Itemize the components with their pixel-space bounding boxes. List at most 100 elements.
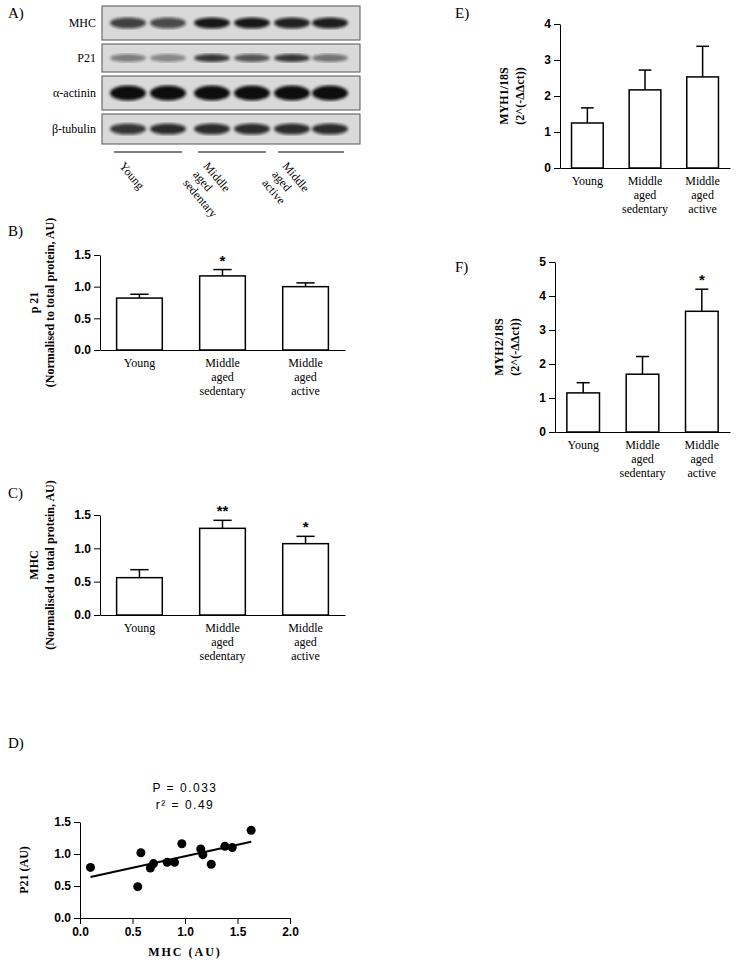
group-label-line: active	[259, 176, 288, 207]
y-axis-title: (2^(-ΔΔct))	[513, 67, 527, 124]
y-tick: 5	[539, 255, 555, 269]
y-tick-label: 0.0	[54, 911, 71, 925]
x-tick-label: Young	[124, 621, 155, 635]
x-tick-label-line: sedentary	[620, 466, 666, 480]
y-axis-title: MYH2/18S	[492, 318, 506, 376]
y-tick-mark	[94, 318, 100, 319]
y-tick: 2	[539, 357, 555, 371]
group-label-line: Young	[116, 159, 147, 192]
bar	[117, 578, 163, 615]
x-tick: 2.0	[282, 918, 299, 939]
bar	[687, 77, 719, 168]
y-tick-label: 0	[539, 425, 546, 439]
blot-row-label: P21	[77, 51, 96, 65]
x-tick-label: Middleagedactive	[288, 356, 323, 398]
panel-label: B)	[8, 223, 23, 240]
x-axis	[561, 168, 731, 169]
blot-band	[110, 54, 146, 62]
error-bar	[639, 70, 652, 90]
scatter-point	[86, 863, 95, 872]
error-bar	[695, 289, 708, 311]
bar	[117, 298, 163, 350]
y-axis: 0.00.51.01.5	[74, 248, 100, 357]
y-tick-mark	[74, 918, 80, 919]
y-tick: 0	[544, 161, 560, 175]
plot-marks	[117, 520, 329, 615]
x-axis	[101, 615, 346, 616]
y-tick-label: 3	[539, 323, 546, 337]
x-tick-label-line: sedentary	[622, 202, 668, 216]
significance-mark: **	[217, 502, 229, 519]
y-tick-mark	[554, 132, 560, 133]
x-tick-label-line: Young	[124, 621, 155, 635]
y-tick: 1	[539, 391, 555, 405]
x-tick-label: Middleagedsedentary	[200, 356, 246, 398]
blot-band	[194, 18, 230, 29]
y-tick: 0.5	[74, 312, 100, 326]
y-tick: 3	[539, 323, 555, 337]
bar	[572, 123, 604, 168]
y-tick-label: 2	[544, 89, 551, 103]
x-axis-line	[101, 615, 346, 616]
y-tick: 0.0	[54, 911, 80, 925]
error-stem	[582, 383, 584, 393]
x-tick-label-line: aged	[691, 188, 714, 202]
y-tick: 0.0	[74, 343, 100, 357]
y-tick-mark	[94, 548, 100, 549]
x-tick-label: Middleagedsedentary	[622, 174, 668, 216]
error-stem	[644, 70, 646, 90]
bar	[200, 276, 246, 350]
y-tick: 0.0	[74, 608, 100, 622]
error-bar	[581, 108, 594, 123]
y-tick: 1.5	[54, 815, 80, 829]
y-tick-mark	[554, 60, 560, 61]
scatter-point	[177, 839, 186, 848]
significance-mark: *	[303, 518, 309, 535]
x-tick-label: Middleagedsedentary	[620, 438, 666, 480]
bar	[567, 393, 600, 432]
x-tick-label-line: aged	[634, 188, 657, 202]
x-tick-label: Middleagedactive	[288, 621, 323, 663]
significance-mark: *	[220, 252, 226, 269]
x-axis-line	[556, 432, 731, 433]
blot-band	[110, 18, 146, 29]
plot-marks	[117, 270, 329, 350]
y-tick-mark	[554, 96, 560, 97]
blot-band	[234, 124, 270, 135]
x-tick-mark	[185, 918, 186, 924]
error-bar	[636, 357, 649, 375]
x-tick-label-line: Middle	[628, 174, 663, 188]
y-tick: 0.5	[54, 879, 80, 893]
y-tick-mark	[94, 582, 100, 583]
group-label: Middleagedactive	[259, 159, 312, 212]
x-axis: 0.00.51.01.52.0	[72, 918, 299, 939]
y-axis-title: (Normalised to total protein, AU)	[43, 480, 57, 649]
x-tick-label-line: active	[291, 384, 320, 398]
x-tick-label: 1.0	[177, 925, 194, 939]
x-tick-label: Young	[572, 174, 603, 188]
group-label-line: sedentary	[180, 176, 220, 220]
x-tick-label-line: aged	[294, 635, 317, 649]
error-bar	[296, 536, 314, 543]
x-tick-label-line: Middle	[684, 438, 719, 452]
plot-marks	[567, 289, 718, 432]
y-axis-title: MHC	[27, 550, 41, 579]
x-tick-mark	[238, 918, 239, 924]
error-stem	[305, 536, 307, 543]
y-axis-line	[560, 25, 561, 169]
scatter-point	[228, 843, 237, 852]
y-axis-title: P21 (AU)	[17, 846, 31, 894]
error-cap	[581, 107, 594, 109]
x-tick: 1.0	[177, 918, 194, 939]
scatter-point	[170, 858, 179, 867]
blot-band	[234, 54, 270, 62]
significance-mark: *	[699, 271, 705, 288]
blot-band	[234, 18, 270, 29]
blot-band	[312, 54, 348, 62]
error-stem	[701, 289, 703, 311]
y-tick-label: 2	[539, 357, 546, 371]
y-tick-mark	[94, 350, 100, 351]
y-tick-label: 4	[539, 289, 546, 303]
x-tick-label-line: aged	[294, 370, 317, 384]
blot-band	[150, 18, 186, 29]
